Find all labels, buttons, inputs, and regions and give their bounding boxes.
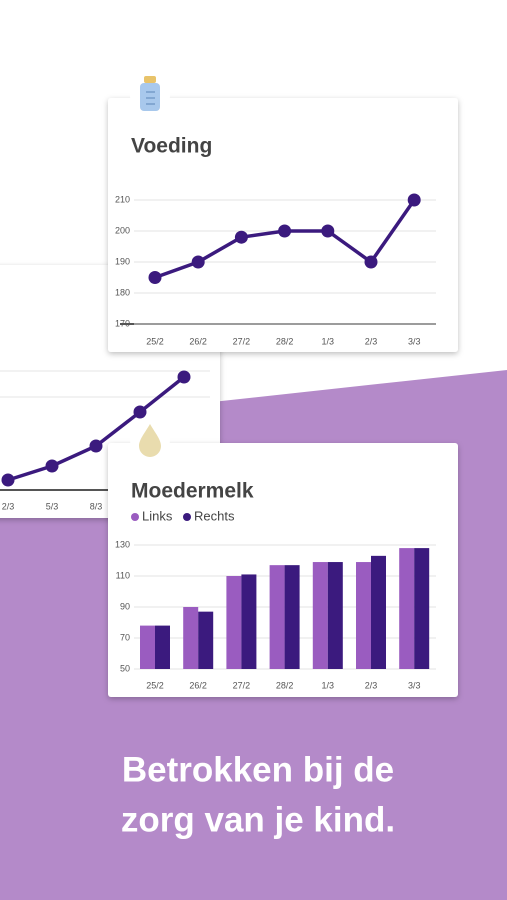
- bar: [414, 548, 430, 669]
- x-tick-label: 5/3: [46, 501, 59, 511]
- bar: [327, 562, 343, 669]
- y-tick-label: 210: [115, 194, 130, 204]
- x-tick-label: 28/2: [276, 336, 294, 346]
- point: [45, 459, 59, 473]
- point: [234, 230, 248, 244]
- point: [191, 255, 205, 269]
- x-tick-label: 2/3: [365, 680, 378, 690]
- bar: [140, 625, 155, 669]
- bottle-icon: [130, 76, 170, 116]
- tagline: Betrokken bij de: [122, 750, 394, 789]
- bar: [226, 576, 242, 669]
- legend-label: Rechts: [194, 508, 235, 523]
- bar: [183, 607, 199, 669]
- y-tick-label: 90: [120, 601, 130, 611]
- point: [133, 405, 147, 419]
- chart-title: Moedermelk: [131, 480, 254, 503]
- point: [89, 439, 103, 453]
- chart-title: Voeding: [131, 135, 212, 158]
- x-tick-label: 28/2: [276, 680, 294, 690]
- bar: [198, 611, 214, 669]
- x-tick-label: 1/3: [322, 680, 335, 690]
- point: [278, 224, 292, 238]
- bar: [155, 625, 170, 669]
- bar: [269, 565, 285, 669]
- y-tick-label: 110: [116, 570, 130, 580]
- legend-swatch: [131, 513, 139, 521]
- bar: [312, 562, 328, 669]
- x-tick-label: 3/3: [408, 680, 421, 690]
- x-tick-label: 25/2: [146, 336, 164, 346]
- x-tick-label: 2/3: [365, 336, 378, 346]
- legend-label: Links: [142, 508, 173, 523]
- point: [364, 255, 378, 269]
- tagline: zorg van je kind.: [121, 800, 395, 839]
- x-tick-label: 2/3: [2, 501, 15, 511]
- y-tick-label: 200: [115, 225, 130, 235]
- point: [407, 193, 421, 207]
- bar: [399, 548, 415, 669]
- y-tick-label: 180: [115, 287, 130, 297]
- point: [177, 370, 191, 384]
- voeding-chart: 170 180 190 200 210 25/2 26/2 27/2 28/2 1/3 2/3 3/3: [115, 193, 436, 346]
- moedermelk-chart: 50 70 90 110 130 25/2 26/2 27/2 28/2 1/3 2/3 3/3 Lin…: [115, 508, 436, 690]
- x-tick-label: 3/3: [408, 336, 421, 346]
- point: [1, 473, 15, 487]
- drop-icon: [130, 420, 170, 460]
- y-tick-label: 50: [120, 663, 130, 673]
- y-tick-label: 190: [115, 256, 130, 266]
- y-tick-label: 70: [120, 632, 130, 642]
- x-tick-label: 25/2: [146, 680, 164, 690]
- bar: [371, 555, 386, 669]
- x-tick-label: 26/2: [189, 680, 207, 690]
- x-tick-label: 26/2: [189, 336, 207, 346]
- bar: [356, 562, 371, 669]
- x-tick-label: 1/3: [322, 336, 335, 346]
- x-tick-label: 8/3: [90, 501, 103, 511]
- legend-swatch: [183, 513, 191, 521]
- bar: [241, 574, 257, 669]
- y-tick-label: 130: [115, 539, 130, 549]
- point: [321, 224, 335, 238]
- y-tick-label: 170: [115, 318, 130, 328]
- point: [148, 271, 162, 284]
- x-tick-label: 27/2: [233, 680, 251, 690]
- x-tick-label: 27/2: [233, 336, 251, 346]
- bar: [284, 565, 300, 669]
- back-chart: 2/3 5/3 8/3: [1, 370, 191, 511]
